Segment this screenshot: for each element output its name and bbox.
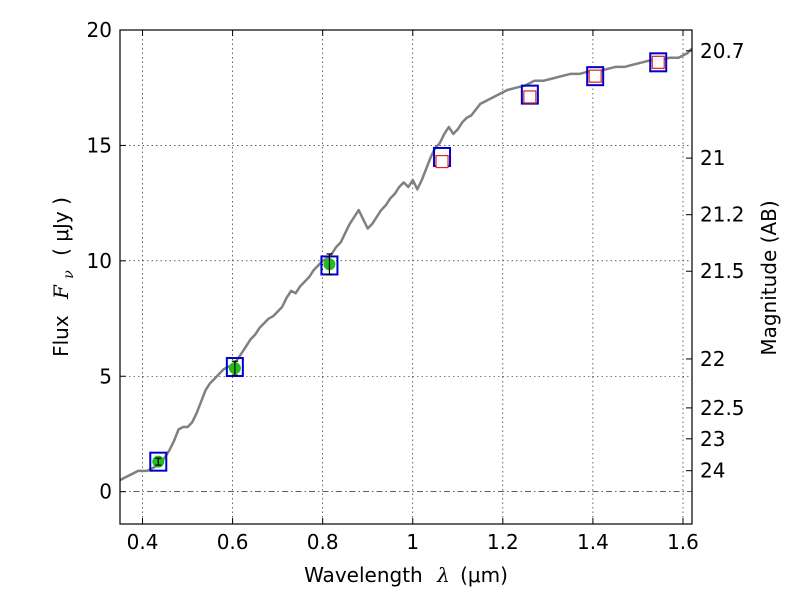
model-photometry-point	[649, 52, 668, 73]
y2-tick-label: 21.2	[700, 203, 745, 227]
plot-frame	[119, 29, 693, 525]
y-axis-label: Flux F ν ( μJy )	[49, 197, 78, 357]
observed-nir-point	[651, 55, 665, 69]
y2-tick-label: 22	[700, 347, 725, 371]
x-axis-label-text: Wavelength	[304, 563, 423, 587]
y-tick-label: 5	[99, 364, 112, 388]
spectrum-line	[120, 47, 692, 482]
y2-axis-label: Magnitude (AB)	[757, 200, 781, 355]
x-tick-label: 1.2	[487, 530, 519, 554]
y-tick-label: 10	[87, 249, 112, 273]
model-photometry-point	[149, 451, 168, 472]
observed-nir-point	[435, 154, 449, 169]
axis-ticks: 0.4 0.6 0.8 1 1.2 1.4 1.6 0 5 10 15 20 20.7 21 21.2 21.…	[87, 18, 745, 554]
y-axis-label-unit: ( μJy )	[49, 197, 73, 256]
x-axis-label: Wavelength λ (μm)	[304, 563, 508, 587]
y2-tick-label: 21	[700, 146, 725, 170]
y2-tick-label: 21.5	[700, 259, 745, 283]
y-axis-label-subscript: ν	[61, 270, 77, 279]
y2-tick-label: 24	[700, 459, 725, 483]
y-axis-label-symbol: F	[49, 284, 73, 300]
x-tick-label: 0.4	[127, 530, 159, 554]
y2-tick-label: 20.7	[700, 39, 745, 63]
x-tick-label: 1.4	[577, 530, 609, 554]
x-axis-label-symbol: λ	[436, 563, 450, 587]
x-axis-label-unit: (μm)	[460, 563, 508, 587]
x-tick-label: 1.6	[667, 530, 699, 554]
y-tick-label: 20	[87, 18, 112, 42]
y-tick-label: 0	[99, 480, 112, 504]
data-layer	[120, 47, 692, 482]
y2-tick-label: 23	[700, 427, 725, 451]
x-tick-label: 0.8	[307, 530, 339, 554]
y-tick-label: 15	[87, 133, 112, 157]
x-tick-label: 0.6	[217, 530, 249, 554]
x-tick-label: 1	[406, 530, 419, 554]
model-photometry-point	[520, 84, 539, 105]
observed-nir-point	[588, 69, 602, 83]
model-photometry-point	[586, 66, 605, 87]
y-axis-label-text: Flux	[49, 315, 73, 357]
observed-nir-point	[523, 90, 537, 104]
y2-tick-label: 22.5	[700, 396, 745, 420]
model-photometry-point	[225, 357, 244, 378]
